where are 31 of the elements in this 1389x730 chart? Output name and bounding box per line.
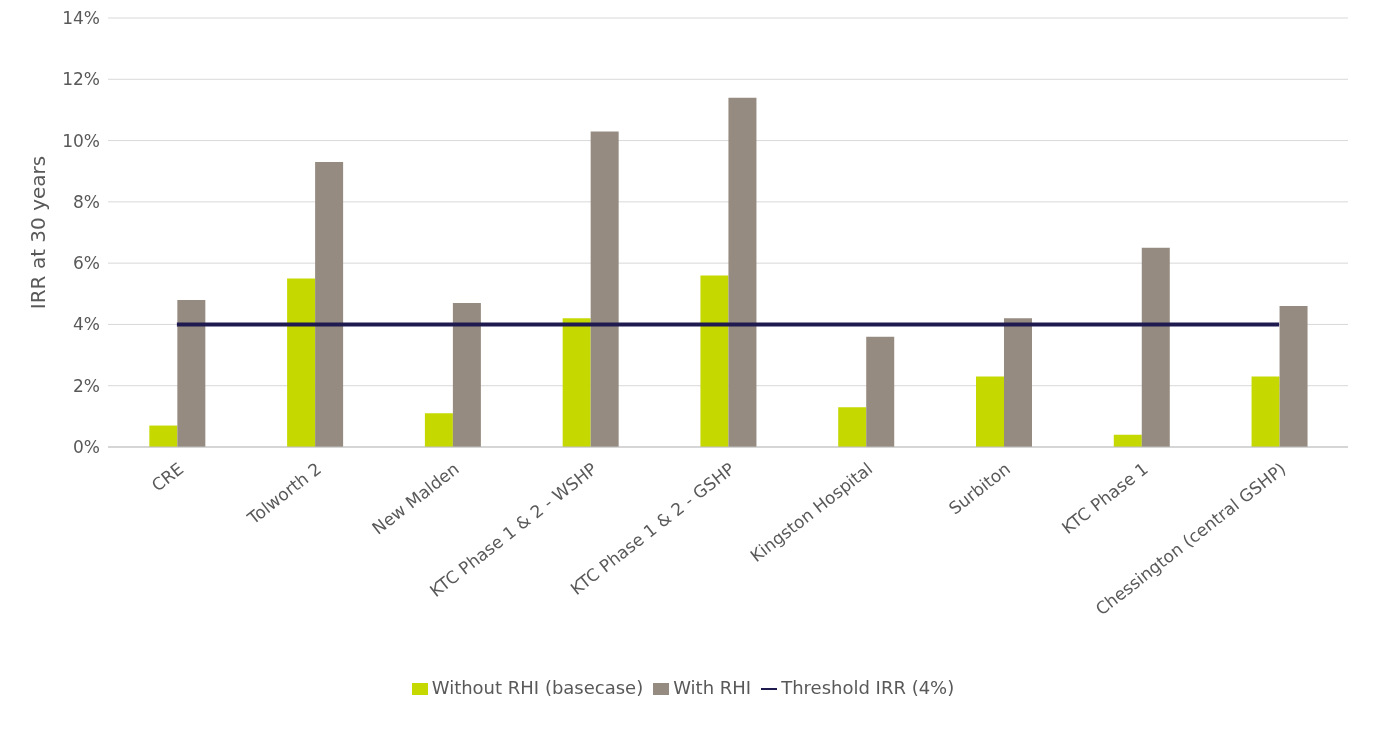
y-tick-label: 4% (73, 314, 100, 335)
legend-label: Threshold IRR (4%) (781, 677, 955, 698)
bar (590, 131, 619, 447)
y-tick-label: 10% (62, 130, 100, 151)
bar (700, 275, 729, 447)
y-tick-label: 14% (62, 8, 100, 29)
bar (1004, 318, 1032, 447)
bar (177, 299, 206, 447)
bar (838, 407, 867, 447)
bar (1251, 376, 1280, 447)
y-tick-label: 8% (73, 191, 100, 212)
legend-label: Without RHI (basecase) (431, 677, 644, 698)
bar (728, 97, 757, 447)
bar (149, 425, 178, 447)
bar (1113, 434, 1142, 447)
bar (866, 336, 895, 447)
y-tick-label: 12% (62, 69, 100, 90)
bar (1279, 306, 1308, 447)
bar (315, 162, 344, 447)
y-tick-label: 2% (73, 375, 100, 396)
bar (287, 278, 316, 447)
bar (452, 302, 481, 447)
bar (424, 413, 453, 447)
bar (562, 318, 591, 447)
y-tick-label: 0% (73, 437, 100, 458)
bar (976, 376, 1004, 447)
y-axis-title: IRR at 30 years (26, 155, 51, 310)
bar (1141, 247, 1170, 447)
legend-label: With RHI (673, 677, 752, 698)
x-tick-label: CRE (147, 458, 188, 496)
y-tick-label: 6% (73, 253, 100, 274)
